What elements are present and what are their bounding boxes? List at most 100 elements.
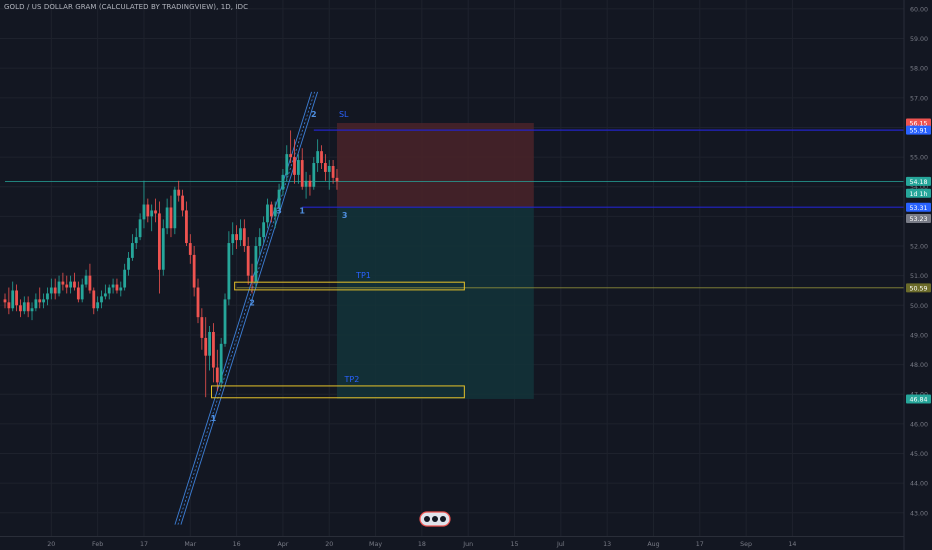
price-tick-label: 58.00 bbox=[910, 66, 928, 73]
target-box-label: TP1 bbox=[355, 271, 371, 280]
price-axis-background bbox=[904, 0, 932, 550]
wave-label: 2 bbox=[311, 110, 317, 119]
candle-body bbox=[277, 189, 281, 208]
candle-body bbox=[258, 237, 262, 247]
time-axis[interactable]: 20 Feb 17 Mar 16 Apr 20 May 18 Jun 15 Jul 13 Aug 17 Sep… bbox=[0, 536, 904, 549]
price-tag-value: 56.15 bbox=[909, 121, 927, 128]
candle-body bbox=[22, 302, 26, 312]
target-boxes[interactable]: TP1 TP2 bbox=[211, 271, 465, 399]
candle bbox=[138, 213, 142, 241]
candle-body bbox=[227, 243, 231, 300]
candle-body bbox=[300, 160, 304, 187]
price-tag-value: 1d 1h bbox=[909, 191, 927, 198]
candle-body bbox=[212, 331, 215, 368]
candle bbox=[30, 302, 34, 321]
candle-body bbox=[242, 228, 246, 247]
stop-loss-label: SL bbox=[339, 110, 349, 119]
candle bbox=[49, 278, 53, 300]
candle-body bbox=[262, 222, 266, 238]
target-box[interactable] bbox=[234, 281, 465, 291]
price-tag: 55.91 bbox=[906, 125, 931, 135]
candle bbox=[15, 284, 18, 312]
wave-label: 3 bbox=[342, 211, 348, 220]
candle bbox=[196, 278, 200, 324]
candle bbox=[304, 171, 308, 199]
candle bbox=[115, 278, 119, 294]
candle-body bbox=[173, 189, 177, 229]
candle bbox=[88, 263, 92, 294]
price-tag: 46.84 bbox=[906, 394, 931, 404]
price-tick-label: 57.00 bbox=[910, 95, 928, 102]
candle-body bbox=[181, 195, 184, 211]
candle bbox=[146, 198, 150, 223]
price-axis[interactable]: 43.0044.0045.0046.0047.0048.0049.0050.00… bbox=[903, 0, 932, 550]
candle bbox=[285, 145, 289, 181]
channel-line[interactable] bbox=[174, 91, 313, 525]
candle-body bbox=[327, 165, 331, 172]
candle-body bbox=[246, 246, 250, 276]
candlestick-series bbox=[3, 130, 339, 398]
candle-body bbox=[115, 284, 119, 291]
price-tick-label: 46.00 bbox=[910, 421, 928, 428]
candle bbox=[84, 269, 88, 288]
candle bbox=[53, 278, 57, 300]
price-tag-value: 54.18 bbox=[909, 179, 927, 186]
candle-body bbox=[150, 210, 154, 217]
chart-title: GOLD / US DOLLAR GRAM (CALCULATED BY TRA… bbox=[4, 3, 249, 11]
wave-label: 1 bbox=[299, 206, 305, 215]
candle-body bbox=[204, 337, 208, 356]
time-tick-label: Mar bbox=[184, 541, 196, 548]
candle-body bbox=[30, 308, 34, 312]
candle bbox=[185, 201, 188, 247]
price-tag-value: 50.59 bbox=[909, 285, 927, 292]
target-box-label: TP2 bbox=[344, 375, 360, 384]
candle-body bbox=[154, 210, 157, 214]
time-tick-label: Feb bbox=[92, 541, 103, 548]
candle bbox=[107, 284, 111, 300]
price-tag-background bbox=[906, 202, 931, 212]
candle bbox=[177, 180, 181, 202]
candle bbox=[254, 237, 258, 288]
candle-body bbox=[215, 367, 219, 383]
price-tick-label: 51.00 bbox=[910, 273, 928, 280]
candle-body bbox=[312, 163, 316, 187]
candle bbox=[239, 219, 242, 247]
candle-body bbox=[19, 305, 22, 312]
candle-body bbox=[231, 234, 235, 244]
candle-body bbox=[53, 287, 57, 294]
candle bbox=[273, 201, 277, 229]
tradingview-logo bbox=[419, 511, 451, 527]
price-tick-label: 44.00 bbox=[910, 481, 928, 488]
candle bbox=[111, 278, 115, 294]
candle-body bbox=[323, 163, 327, 172]
candle-body bbox=[123, 269, 127, 288]
candle bbox=[38, 287, 42, 309]
price-tag: 56.15 bbox=[906, 118, 931, 128]
candle-body bbox=[7, 302, 11, 309]
position-zones: SL bbox=[336, 110, 534, 399]
time-tick-label: Aug bbox=[647, 541, 659, 548]
candle-body bbox=[188, 243, 192, 255]
candle-body bbox=[266, 204, 269, 223]
candle bbox=[219, 337, 223, 389]
candle bbox=[154, 198, 157, 223]
time-tick-label: Jun bbox=[462, 541, 473, 548]
price-tick-label: 49.00 bbox=[910, 332, 928, 339]
candle-body bbox=[289, 154, 293, 158]
time-tick-label: Sep bbox=[740, 541, 752, 548]
time-tick-label: 14 bbox=[788, 541, 796, 548]
candle bbox=[34, 293, 38, 312]
candle bbox=[61, 272, 65, 291]
candle-body bbox=[88, 275, 92, 291]
candle bbox=[227, 231, 231, 306]
time-tick-label: 18 bbox=[418, 541, 426, 548]
price-tick-label: 45.00 bbox=[910, 451, 928, 458]
candle bbox=[119, 281, 123, 297]
candle bbox=[296, 154, 300, 184]
candle bbox=[235, 225, 238, 249]
candle-body bbox=[69, 281, 73, 288]
target-box[interactable] bbox=[211, 385, 465, 399]
candle bbox=[123, 263, 127, 291]
candle-body bbox=[127, 257, 130, 270]
